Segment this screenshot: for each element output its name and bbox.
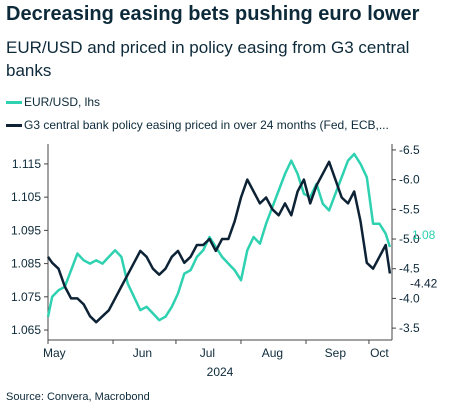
end-label-easing: -4.42 bbox=[410, 276, 438, 290]
y-left-tick-label: 1.075 bbox=[11, 290, 41, 304]
x-tick-label: Jun bbox=[133, 346, 152, 360]
chart-plot: 1.0651.0751.0851.0951.1051.115-3.5-4.0-4… bbox=[11, 143, 438, 379]
legend-swatch-eurusd bbox=[6, 100, 22, 104]
x-tick-label: May bbox=[43, 346, 66, 360]
legend-swatch-easing bbox=[6, 123, 22, 127]
legend-item-easing: G3 central bank policy easing priced in … bbox=[6, 118, 389, 132]
y-right-tick-label: -3.5 bbox=[399, 321, 420, 335]
y-left-tick-label: 1.095 bbox=[11, 223, 41, 237]
y-left-tick-label: 1.115 bbox=[12, 157, 41, 171]
y-left-tick-label: 1.085 bbox=[11, 257, 41, 271]
y-right-tick-label: -6.0 bbox=[399, 173, 420, 187]
y-right-tick-label: -6.5 bbox=[399, 143, 420, 157]
legend-item-eurusd: EUR/USD, lhs bbox=[6, 95, 100, 109]
x-axis-label: 2024 bbox=[207, 365, 234, 379]
y-right-tick-label: -4.0 bbox=[399, 291, 420, 305]
legend-label-easing: G3 central bank policy easing priced in … bbox=[24, 118, 389, 132]
y-right-tick-label: -5.5 bbox=[399, 202, 420, 216]
end-label-eurusd: 1.08 bbox=[412, 228, 436, 242]
x-tick-label: Oct bbox=[370, 346, 389, 360]
legend-label-eurusd: EUR/USD, lhs bbox=[24, 95, 101, 109]
x-tick-label: Jul bbox=[200, 346, 215, 360]
y-right-tick-label: -5.0 bbox=[399, 232, 420, 246]
y-right-tick-label: -4.5 bbox=[399, 262, 420, 276]
x-tick-label: Sep bbox=[325, 346, 347, 360]
y-left-tick-label: 1.105 bbox=[11, 190, 41, 204]
series-line-eurusd bbox=[46, 152, 392, 322]
series-line-easing bbox=[46, 160, 392, 324]
chart-title: Decreasing easing bets pushing euro lowe… bbox=[6, 3, 420, 25]
x-tick-label: Aug bbox=[262, 346, 283, 360]
y-left-tick-label: 1.065 bbox=[11, 323, 41, 337]
chart-subtitle: EUR/USD and priced in policy easing from… bbox=[6, 38, 410, 80]
source-note: Source: Convera, Macrobond bbox=[6, 391, 150, 403]
